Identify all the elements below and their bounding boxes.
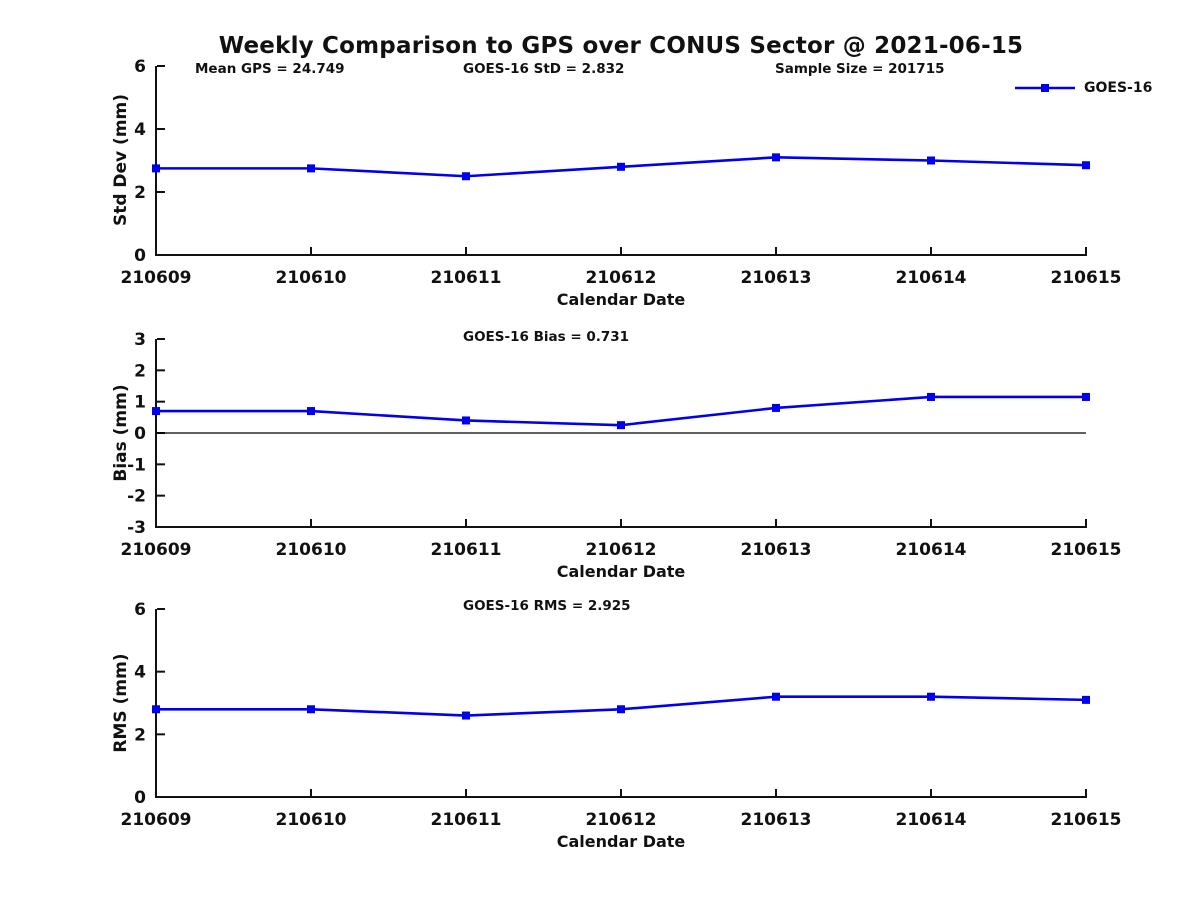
legend-label: GOES-16	[1084, 80, 1153, 96]
y-tick-label: 2	[134, 725, 146, 745]
x-tick-label: 210611	[431, 268, 502, 288]
y-tick-label: 6	[134, 57, 146, 77]
x-tick-label: 210614	[896, 268, 967, 288]
data-point-marker	[927, 156, 935, 165]
data-point-marker	[1082, 392, 1090, 401]
y-tick-label: 2	[134, 183, 146, 203]
x-tick-label: 210613	[741, 540, 812, 560]
x-tick-label: 210610	[276, 540, 347, 560]
data-line	[156, 395, 1086, 427]
legend-line-marker-icon	[1015, 84, 1075, 92]
stddev-y-axis-label: Std Dev (mm)	[111, 93, 131, 227]
data-point-marker	[152, 705, 160, 714]
y-tick-label: 6	[134, 600, 146, 620]
y-tick-label: 0	[134, 788, 146, 808]
y-tick-label: 4	[134, 120, 146, 140]
data-point-marker	[617, 705, 625, 714]
rms-x-axis-label: Calendar Date	[556, 832, 686, 851]
x-tick-label: 210611	[431, 540, 502, 560]
data-point-marker	[307, 164, 315, 173]
y-tick-label: 0	[134, 424, 146, 444]
data-point-marker	[307, 407, 315, 416]
y-tick-label: 3	[134, 330, 146, 350]
bias-y-axis-label: Bias (mm)	[111, 384, 131, 482]
y-tick-label: 4	[134, 663, 146, 683]
rms-y-axis-label: RMS (mm)	[111, 653, 131, 753]
x-tick-label: 210609	[121, 268, 192, 288]
data-point-marker	[772, 692, 780, 701]
y-tick-label: 2	[134, 361, 146, 381]
x-tick-label: 210610	[276, 810, 347, 830]
y-tick-label: -1	[127, 455, 146, 475]
data-point-marker	[617, 421, 625, 430]
x-tick-label: 210614	[896, 540, 967, 560]
x-tick-label: 210613	[741, 810, 812, 830]
data-point-marker	[772, 153, 780, 162]
x-tick-label: 210613	[741, 268, 812, 288]
bias-plot-title: GOES-16 Bias = 0.731	[463, 329, 630, 345]
annotation-goes16-std: GOES-16 StD = 2.832	[463, 61, 625, 77]
bias-x-axis-label: Calendar Date	[556, 562, 686, 581]
y-tick-label: 1	[134, 393, 146, 413]
x-tick-label: 210615	[1051, 540, 1122, 560]
data-point-marker	[1082, 161, 1090, 170]
stddev-x-axis-label: Calendar Date	[556, 290, 686, 309]
data-point-marker	[307, 705, 315, 714]
x-tick-label: 210614	[896, 810, 967, 830]
data-point-marker	[462, 172, 470, 181]
rms-plot-title: GOES-16 RMS = 2.925	[463, 598, 631, 614]
data-point-marker	[152, 164, 160, 173]
annotation-sample-size: Sample Size = 201715	[775, 61, 945, 77]
legend: GOES-16	[1014, 80, 1152, 96]
x-tick-label: 210609	[121, 810, 192, 830]
data-point-marker	[927, 692, 935, 701]
annotation-mean-gps: Mean GPS = 24.749	[195, 61, 345, 77]
data-point-marker	[1082, 695, 1090, 704]
data-point-marker	[772, 403, 780, 412]
x-tick-label: 210611	[431, 810, 502, 830]
x-tick-label: 210612	[586, 268, 657, 288]
x-tick-label: 210612	[586, 540, 657, 560]
y-tick-label: -2	[127, 487, 146, 507]
data-point-marker	[462, 711, 470, 720]
x-tick-label: 210615	[1051, 810, 1122, 830]
x-tick-label: 210615	[1051, 268, 1122, 288]
y-tick-label: 0	[134, 246, 146, 266]
data-point-marker	[617, 162, 625, 171]
data-point-marker	[152, 407, 160, 416]
y-tick-label: -3	[127, 518, 146, 538]
data-point-marker	[927, 392, 935, 401]
x-tick-label: 210609	[121, 540, 192, 560]
data-point-marker	[462, 416, 470, 425]
x-tick-label: 210612	[586, 810, 657, 830]
x-tick-label: 210610	[276, 268, 347, 288]
figure-title: Weekly Comparison to GPS over CONUS Sect…	[218, 33, 1024, 59]
